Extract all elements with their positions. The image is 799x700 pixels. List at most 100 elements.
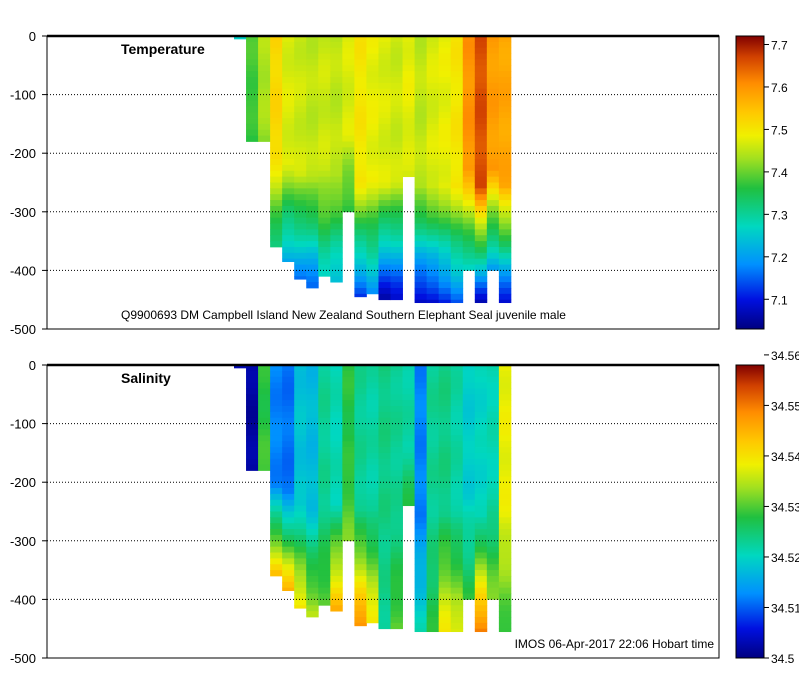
heatmap-cell (366, 376, 379, 383)
heatmap-cell (474, 299, 488, 304)
heatmap-cell (450, 575, 464, 583)
heatmap-cell (390, 47, 403, 54)
heatmap-cell (438, 540, 452, 548)
heatmap-cell (342, 88, 355, 95)
heatmap-cell (294, 276, 307, 280)
heatmap-cell (474, 264, 488, 271)
heatmap-cell (378, 394, 391, 401)
heatmap-cell (282, 258, 295, 263)
heatmap-cell (414, 499, 428, 507)
heatmap-cell (366, 452, 379, 460)
heatmap-cell (282, 112, 295, 119)
heatmap-cell (366, 194, 379, 201)
heatmap-cell (390, 112, 403, 119)
heatmap-cell (426, 229, 440, 236)
heatmap-cell (390, 493, 403, 501)
heatmap-cell (378, 593, 391, 600)
heatmap-cell (294, 458, 307, 466)
heatmap-cell (498, 276, 512, 283)
heatmap-cell (258, 77, 271, 84)
heatmap-cell (474, 546, 488, 553)
heatmap-cell (330, 276, 343, 283)
heatmap-cell (462, 36, 476, 43)
heatmap-cell (402, 400, 415, 407)
colorbar-tick-label: 34.51 (771, 601, 799, 615)
heatmap-cell (366, 147, 379, 154)
heatmap-cell (270, 200, 283, 207)
heatmap-cell (474, 493, 488, 501)
heatmap-cell (366, 188, 379, 195)
heatmap-cell (282, 135, 295, 142)
heatmap-cell (390, 441, 403, 448)
heatmap-cell (426, 464, 440, 471)
heatmap-cell (462, 488, 476, 495)
heatmap-cell (258, 447, 271, 454)
heatmap-cell (426, 287, 440, 295)
heatmap-cell (318, 112, 331, 119)
heatmap-cell (438, 88, 452, 95)
heatmap-cell (306, 100, 319, 107)
heatmap-cell (426, 394, 440, 401)
heatmap-cell (294, 77, 307, 84)
heatmap-cell (390, 558, 403, 565)
heatmap-cell (390, 235, 403, 242)
heatmap-cell (294, 470, 307, 477)
heatmap-cell (366, 523, 379, 530)
colorbar-tick-label: 7.4 (771, 166, 788, 180)
heatmap-cell (486, 223, 500, 230)
heatmap-cell (270, 458, 283, 466)
heatmap-cell (450, 599, 464, 606)
heatmap-cell (414, 188, 428, 195)
heatmap-cell (414, 176, 428, 183)
heatmap-cell (450, 382, 464, 389)
heatmap-cell (390, 200, 403, 207)
heatmap-cell (306, 41, 319, 49)
heatmap-cell (474, 611, 488, 618)
heatmap-cell (306, 65, 319, 72)
heatmap-cell (330, 529, 343, 536)
heatmap-cell (474, 100, 488, 107)
heatmap-cell (354, 611, 367, 618)
heatmap-cell (402, 365, 415, 372)
heatmap-cell (294, 540, 307, 548)
heatmap-cell (294, 123, 307, 131)
heatmap-cell (450, 488, 464, 495)
heatmap-cell (294, 452, 307, 460)
heatmap-cell (378, 470, 391, 477)
heatmap-cell (450, 628, 464, 633)
heatmap-cell (378, 141, 391, 148)
heatmap-cell (438, 282, 452, 289)
heatmap-cell (318, 200, 331, 207)
heatmap-cell (270, 65, 283, 72)
heatmap-cell (330, 534, 343, 542)
heatmap-cell (270, 100, 283, 107)
heatmap-cell (330, 106, 343, 113)
heatmap-cell (366, 36, 379, 43)
heatmap-cell (378, 599, 391, 606)
heatmap-cell (414, 77, 428, 84)
heatmap-cell (306, 493, 319, 501)
heatmap-cell (354, 365, 367, 372)
heatmap-cell (354, 82, 367, 90)
heatmap-cell (294, 112, 307, 119)
heatmap-cell (414, 241, 428, 248)
heatmap-cell (450, 112, 464, 119)
heatmap-cell (426, 276, 440, 283)
heatmap-cell (498, 176, 512, 183)
heatmap-cell (450, 447, 464, 454)
heatmap-cell (426, 611, 440, 618)
heatmap-cell (474, 423, 488, 430)
heatmap-cell (462, 388, 476, 395)
heatmap-cell (378, 458, 391, 466)
heatmap-cell (282, 47, 295, 54)
heatmap-cell (450, 622, 464, 630)
heatmap-cell (486, 41, 500, 49)
heatmap-cell (282, 458, 295, 466)
heatmap-cell (402, 441, 415, 448)
heatmap-cell (282, 164, 295, 172)
heatmap-cell (438, 505, 452, 512)
heatmap-cell (450, 411, 464, 419)
heatmap-cell (246, 388, 259, 395)
heatmap-cell (378, 581, 391, 589)
temperature-panel: 0-100-200-300-400-500 Temperature Q99006… (10, 29, 788, 337)
